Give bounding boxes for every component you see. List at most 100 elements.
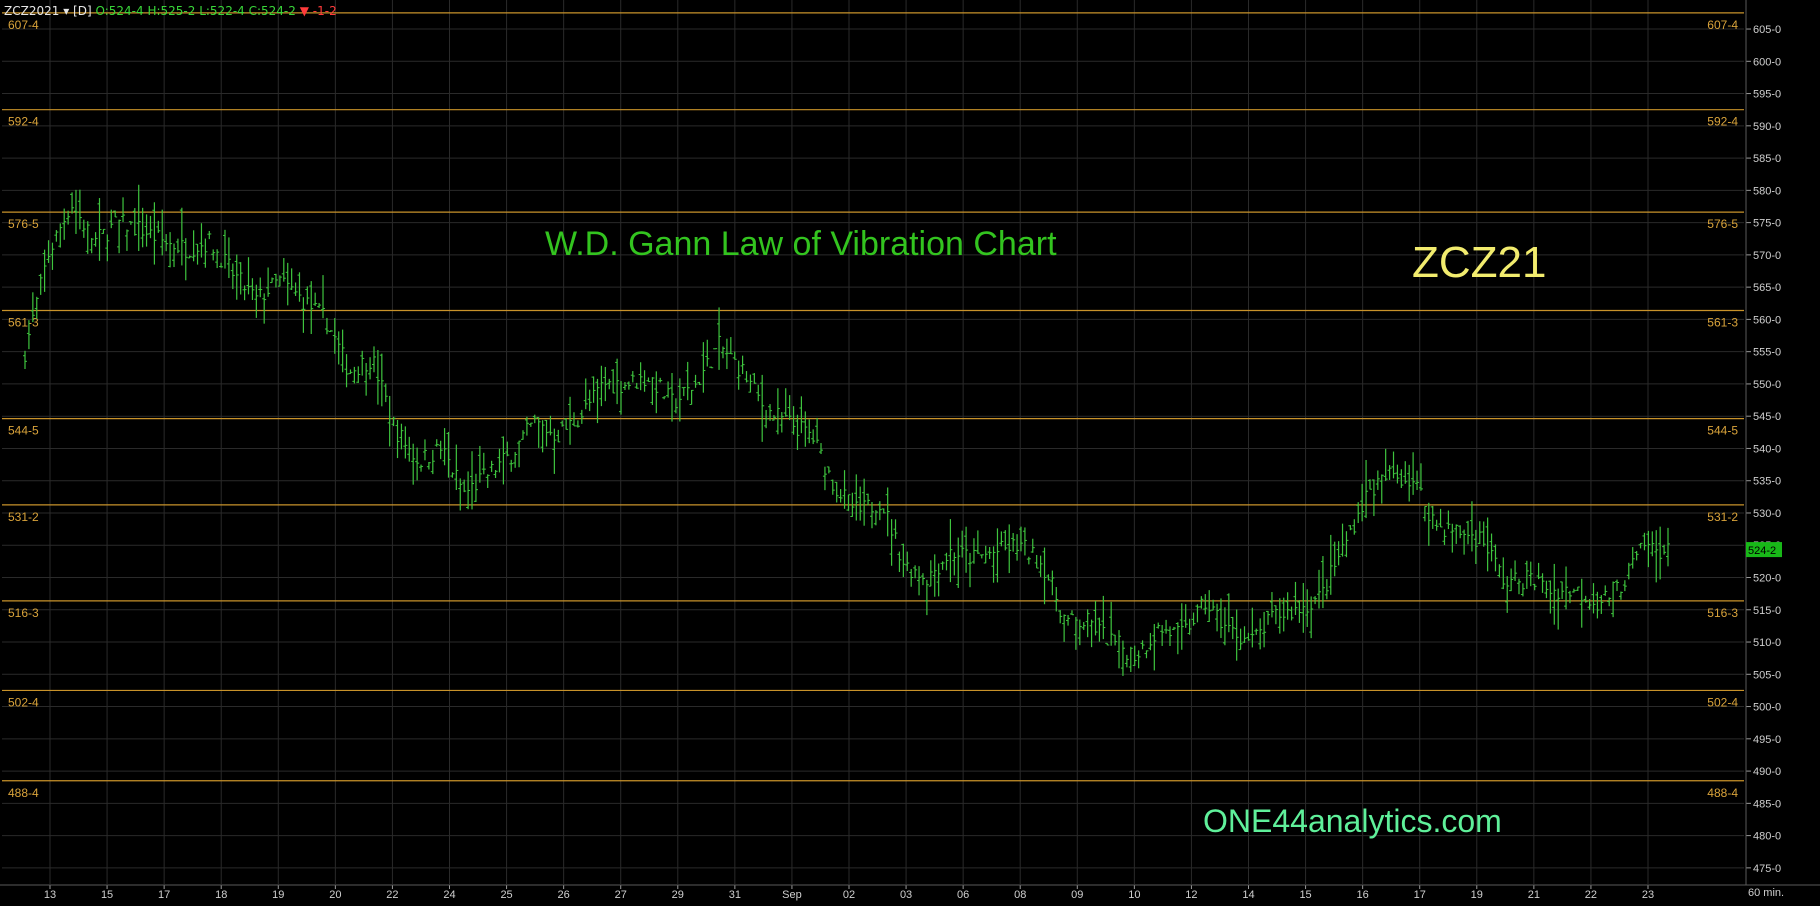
- price-bar: [1560, 581, 1565, 599]
- price-bar: [470, 451, 475, 510]
- price-bar: [1179, 603, 1184, 650]
- price-bar: [1077, 619, 1082, 646]
- price-bar: [332, 318, 337, 354]
- price-bar: [1211, 599, 1216, 611]
- y-tick-label: 555-0: [1753, 347, 1781, 359]
- price-bar: [238, 262, 243, 295]
- x-tick-label: 09: [1071, 889, 1083, 901]
- x-tick-label: 15: [101, 889, 113, 901]
- price-bar: [1152, 624, 1157, 671]
- price-bar: [1348, 525, 1353, 531]
- price-bar: [242, 285, 247, 301]
- price-bar: [1069, 610, 1074, 616]
- price-bar: [571, 412, 576, 427]
- x-tick-label: 18: [215, 889, 227, 901]
- x-tick-label: 21: [1528, 889, 1540, 901]
- price-bar: [544, 419, 549, 447]
- price-bar: [128, 221, 133, 225]
- y-tick-label: 510-0: [1753, 637, 1781, 649]
- price-bar: [450, 472, 455, 478]
- price-bar: [23, 350, 27, 370]
- price-bar: [905, 551, 910, 572]
- symbol-name[interactable]: ZCZ2021: [4, 4, 60, 18]
- price-bar: [1607, 597, 1612, 607]
- y-tick-label: 565-0: [1753, 282, 1781, 294]
- gann-label-right: 516-3: [1707, 606, 1738, 620]
- price-bar: [1262, 611, 1267, 648]
- price-bar: [889, 519, 894, 566]
- price-bar: [415, 447, 420, 481]
- price-bar: [1630, 547, 1635, 569]
- y-tick-label: 580-0: [1753, 185, 1781, 197]
- price-bar: [1505, 576, 1510, 613]
- price-bar: [281, 258, 286, 282]
- price-bar: [697, 381, 702, 385]
- price-bar: [375, 349, 380, 405]
- symbol-header[interactable]: ZCZ2021 ▾ [D] O:524-4 H:525-2 L:522-4 C:…: [4, 4, 337, 18]
- price-bar: [1030, 538, 1035, 553]
- price-bar: [646, 377, 651, 383]
- price-bar: [38, 273, 43, 295]
- price-bar: [760, 374, 765, 442]
- price-bar: [893, 519, 898, 539]
- price-bar: [854, 474, 859, 521]
- price-bar: [442, 428, 447, 466]
- price-bar: [481, 452, 486, 475]
- price-bar: [30, 292, 35, 323]
- price-bar: [1183, 604, 1188, 628]
- price-bar: [1058, 610, 1063, 624]
- price-bar: [344, 354, 349, 388]
- price-bar: [1360, 483, 1365, 522]
- price-bar: [1411, 452, 1416, 495]
- price-bar: [1226, 593, 1231, 633]
- price-bar: [595, 378, 600, 424]
- y-tick-label: 570-0: [1753, 250, 1781, 262]
- price-bar: [262, 293, 267, 324]
- y-tick-label: 515-0: [1753, 605, 1781, 617]
- price-bar: [1599, 595, 1604, 614]
- price-bar: [1622, 580, 1627, 592]
- price-bar: [164, 234, 169, 252]
- price-bar: [1407, 464, 1412, 502]
- price-bar: [1497, 564, 1502, 578]
- price-bar: [132, 208, 137, 236]
- price-bar: [1277, 598, 1282, 634]
- price-bar: [1524, 560, 1529, 589]
- price-bar: [764, 409, 769, 429]
- price-bar: [807, 419, 812, 444]
- price-bar: [689, 389, 694, 405]
- price-bar: [1317, 569, 1322, 609]
- price-bar: [1191, 612, 1196, 626]
- price-bar: [313, 292, 318, 306]
- price-bar: [179, 207, 184, 266]
- price-bar: [850, 492, 855, 517]
- price-bar: [1050, 570, 1055, 596]
- price-bar: [1109, 601, 1114, 646]
- price-bar: [1187, 618, 1192, 635]
- price-bar: [956, 537, 961, 588]
- price-bar: [866, 493, 871, 506]
- price-bar: [787, 395, 792, 421]
- price-bar: [1399, 469, 1404, 489]
- price-bar: [97, 198, 102, 261]
- price-bar: [779, 412, 784, 433]
- price-bar: [1481, 521, 1486, 547]
- symbol-dropdown-icon[interactable]: ▾: [63, 4, 70, 18]
- price-bar: [1026, 556, 1031, 565]
- price-bar: [152, 202, 157, 265]
- price-bar: [1520, 583, 1525, 597]
- price-bar: [948, 519, 953, 583]
- last-price-value: 524-2: [1748, 545, 1776, 557]
- x-tick-label: 24: [443, 889, 455, 901]
- price-bar: [58, 223, 63, 248]
- price-bar: [77, 189, 82, 230]
- gann-label-left: 607-4: [8, 18, 39, 32]
- price-bar: [309, 281, 314, 334]
- price-bar: [1383, 448, 1388, 481]
- price-bar: [728, 337, 733, 355]
- price-bar: [1218, 598, 1223, 639]
- x-tick-label: 15: [1299, 889, 1311, 901]
- price-bar: [1305, 589, 1310, 627]
